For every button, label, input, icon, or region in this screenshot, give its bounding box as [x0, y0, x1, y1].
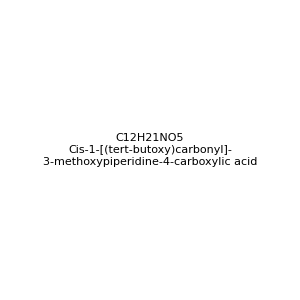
Text: C12H21NO5
Cis-1-[(tert-butoxy)carbonyl]-
3-methoxypiperidine-4-carboxylic acid: C12H21NO5 Cis-1-[(tert-butoxy)carbonyl]-…	[43, 134, 257, 166]
